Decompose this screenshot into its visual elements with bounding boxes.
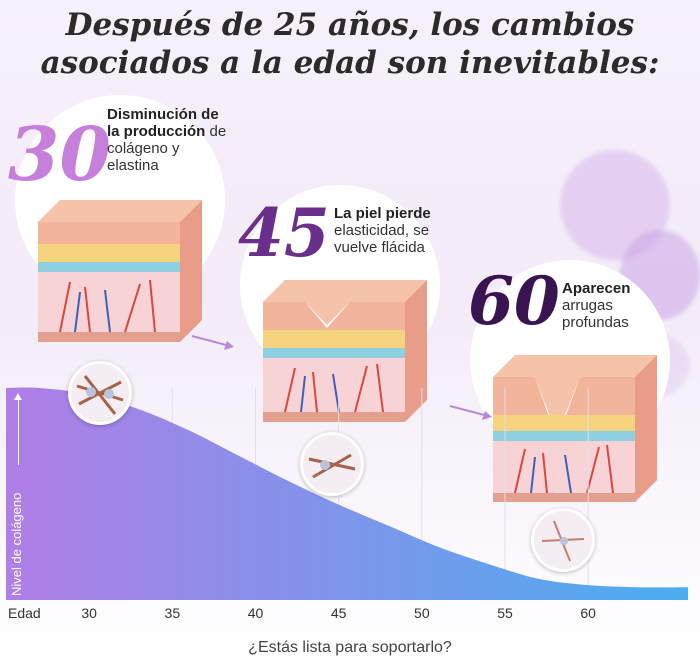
y-axis-label: Nivel de colágeno: [9, 492, 24, 596]
footer-question: ¿Estás lista para soportarlo?: [248, 639, 452, 656]
x-tick-label: 60: [580, 605, 596, 621]
stage-60-text: arrugas profundas: [562, 297, 629, 331]
x-tick-label: 35: [164, 605, 181, 621]
stage-30-age: 30: [8, 112, 111, 198]
skin-block-60: [493, 355, 657, 502]
x-tick-label: 45: [330, 605, 347, 621]
skin-block-30: [38, 200, 202, 342]
x-tick-label: 30: [81, 605, 97, 621]
collagen-area: [6, 387, 688, 600]
stage-30-text: de colágeno y elastina: [107, 123, 227, 174]
stage-45-text: elasticidad, se vuelve flácida: [334, 222, 430, 256]
arrow-45-to-60: [449, 405, 492, 420]
stage-60-bold: Aparecen: [562, 280, 631, 297]
x-tick-label: 40: [247, 605, 264, 621]
stage-45-bold: La piel pierde: [334, 205, 431, 222]
title-line-2: asociados a la edad son inevitables:: [40, 45, 660, 81]
fiber-zoom-30: [68, 361, 132, 425]
y-axis-arrow-icon: [14, 393, 22, 400]
arrow-30-to-45: [191, 335, 234, 350]
x-axis-label: Edad: [8, 605, 41, 621]
fiber-zoom-45: [300, 432, 364, 496]
fiber-zoom-60: [531, 508, 595, 572]
stage-60-description: Aparecen arrugas profundas: [562, 280, 672, 331]
stage-45-description: La piel pierde elasticidad, se vuelve fl…: [334, 205, 454, 256]
stage-60-age: 60: [468, 262, 560, 340]
title-line-1: Después de 25 años, los cambios: [65, 7, 635, 43]
stage-30-bold: Disminución de la producción: [107, 106, 219, 140]
stage-30-description: Disminución de la producción de colágeno…: [107, 106, 227, 174]
x-tick-label: 50: [414, 605, 430, 621]
x-tick-label: 55: [497, 605, 513, 621]
stage-45-age: 45: [238, 194, 330, 272]
y-axis-arrow-line: [18, 395, 19, 465]
page-title: Después de 25 años, los cambios asociado…: [0, 6, 700, 82]
skin-block-45: [263, 280, 427, 422]
